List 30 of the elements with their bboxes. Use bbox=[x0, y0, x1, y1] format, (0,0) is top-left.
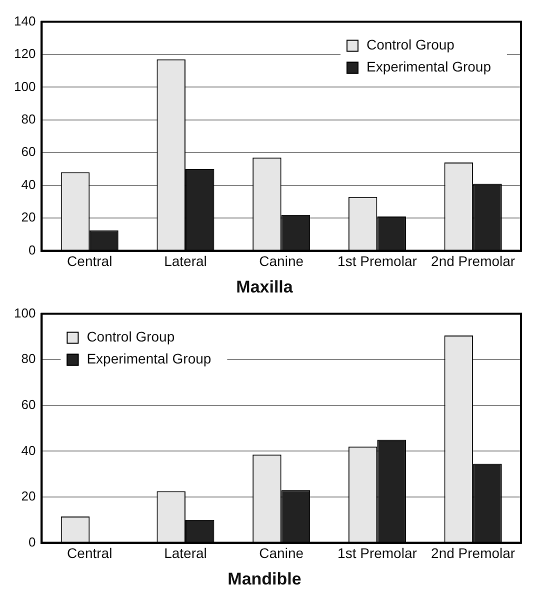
x-tick-label: 1st Premolar bbox=[338, 545, 418, 562]
y-tick-label: 60 bbox=[21, 144, 36, 160]
x-tick-label: Lateral bbox=[164, 545, 207, 562]
x-tick-label: Lateral bbox=[164, 253, 207, 270]
text: Maxilla bbox=[236, 277, 294, 296]
y-tick-label: 100 bbox=[14, 78, 36, 94]
x-tick-label: Central bbox=[67, 253, 112, 270]
y-tick-label: 40 bbox=[21, 442, 36, 458]
y-tick-label: 120 bbox=[14, 46, 36, 62]
y-tick-label: 0 bbox=[28, 534, 36, 550]
legend-label: Experimental Group bbox=[86, 350, 212, 367]
x-tick-label: Canine bbox=[259, 545, 304, 562]
y-tick-label: 20 bbox=[21, 488, 36, 504]
x-tick-label: Central bbox=[67, 545, 112, 562]
legend-label: Control Group bbox=[366, 36, 455, 53]
x-tick-label: 2nd Premolar bbox=[431, 545, 516, 562]
y-tick-label: 100 bbox=[14, 305, 36, 320]
y-tick-label: 140 bbox=[14, 13, 36, 28]
y-tick-label: 80 bbox=[21, 112, 36, 127]
y-tick-label: 40 bbox=[21, 176, 36, 192]
y-tick-label: 80 bbox=[21, 351, 36, 366]
x-tick-label: 2nd Premolar bbox=[431, 253, 516, 270]
y-tick-label: 60 bbox=[21, 396, 36, 412]
y-tick-label: 0 bbox=[28, 242, 36, 258]
x-tick-label: 1st Premolar bbox=[338, 253, 418, 270]
legend-label: Experimental Group bbox=[366, 58, 492, 75]
legend-label: Control Group bbox=[86, 328, 175, 345]
y-tick-label: 20 bbox=[21, 210, 36, 225]
text: Mandible bbox=[228, 569, 302, 588]
x-tick-label: Canine bbox=[259, 253, 304, 270]
